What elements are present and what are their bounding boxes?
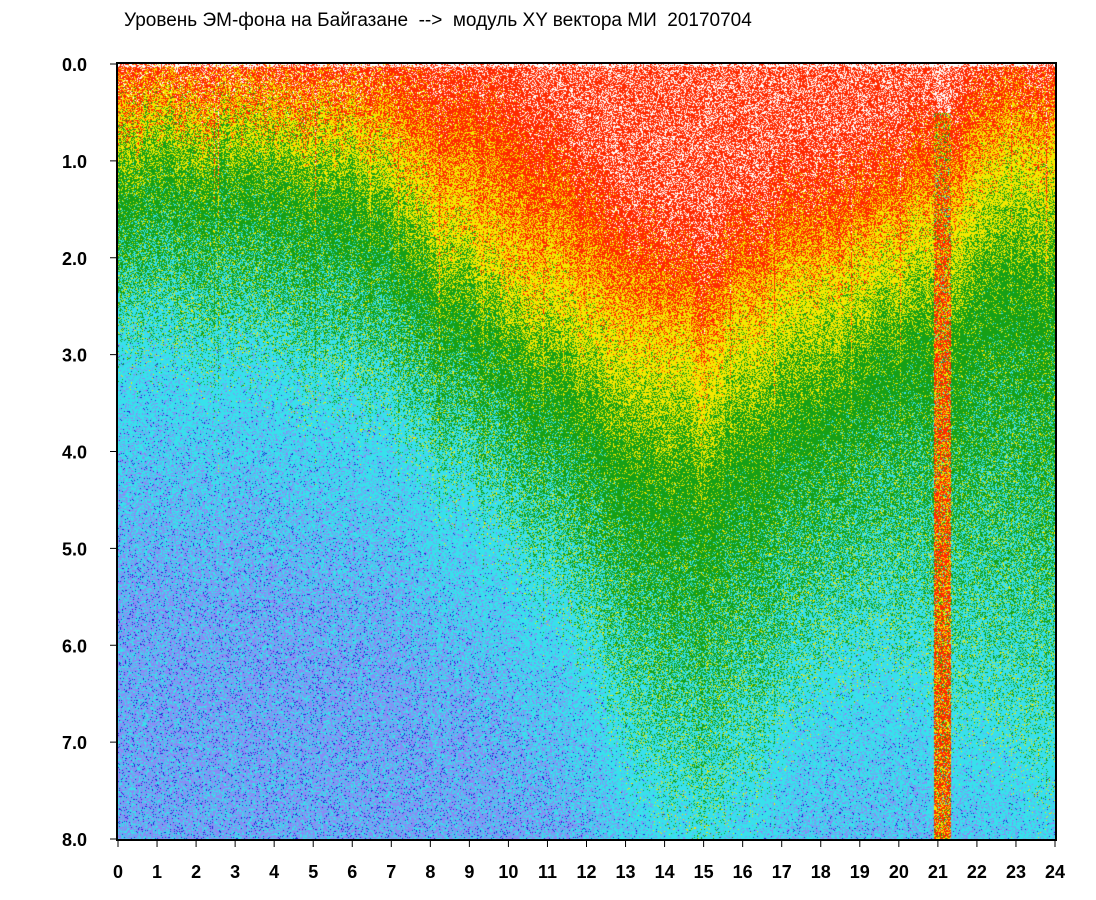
x-tick-label: 0: [113, 862, 123, 882]
x-tick-label: 16: [733, 862, 753, 882]
y-tick-label: 7.0: [62, 733, 87, 753]
x-tick-label: 13: [616, 862, 636, 882]
x-tick-label: 1: [152, 862, 162, 882]
y-tick-label: 3.0: [62, 346, 87, 366]
x-tick-label: 5: [308, 862, 318, 882]
chart-title: Уровень ЭМ-фона на Байгазане --> модуль …: [124, 10, 752, 31]
y-tick-label: 0.0: [62, 55, 87, 75]
y-tick-label: 6.0: [62, 636, 87, 656]
x-tick-label: 11: [538, 862, 557, 882]
y-tick-label: 2.0: [62, 249, 87, 269]
x-tick-label: 22: [967, 862, 987, 882]
x-tick-label: 4: [269, 862, 279, 882]
x-tick-label: 19: [850, 862, 870, 882]
x-tick-label: 18: [811, 862, 831, 882]
x-tick-label: 10: [498, 862, 518, 882]
x-tick-label: 2: [191, 862, 201, 882]
x-tick-label: 12: [576, 862, 596, 882]
y-tick-label: 8.0: [62, 830, 87, 850]
y-tick-label: 5.0: [62, 539, 87, 559]
x-tick-label: 17: [772, 862, 792, 882]
x-tick-label: 23: [1006, 862, 1026, 882]
x-tick-label: 9: [464, 862, 474, 882]
x-tick-label: 14: [655, 862, 675, 882]
x-tick-label: 21: [928, 862, 948, 882]
x-tick-label: 6: [347, 862, 357, 882]
x-tick-label: 3: [230, 862, 240, 882]
x-tick-label: 8: [425, 862, 435, 882]
plot-area: [116, 62, 1057, 841]
y-tick-label: 1.0: [62, 152, 87, 172]
heatmap-canvas: [118, 64, 1055, 839]
x-tick-label: 20: [889, 862, 909, 882]
x-tick-label: 15: [694, 862, 714, 882]
x-tick-label: 24: [1045, 862, 1065, 882]
x-tick-label: 7: [386, 862, 396, 882]
y-tick-label: 4.0: [62, 443, 87, 463]
